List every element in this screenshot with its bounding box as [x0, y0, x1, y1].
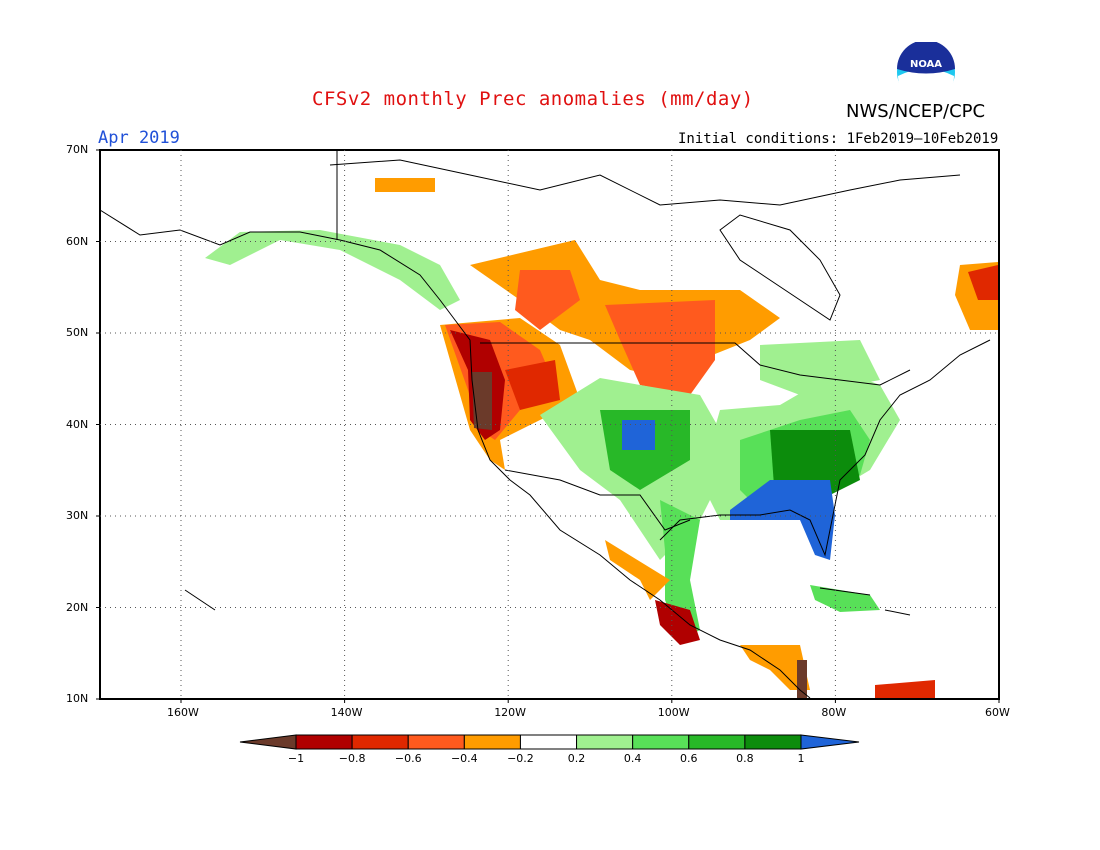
colorbar-box: [463, 734, 521, 750]
map-title: CFSv2 monthly Prec anomalies (mm/day): [312, 88, 754, 110]
anomaly-plains-blue: [622, 420, 655, 450]
lon-label: 140W: [330, 706, 363, 719]
anomaly-centralamerica-orange: [740, 645, 810, 690]
colorbar-box: [576, 734, 634, 750]
colorbar-arrow-high: [800, 734, 860, 750]
valid-month-label: Apr 2019: [98, 128, 180, 148]
anomaly-mexico-red: [655, 600, 700, 645]
colorbar-box: [351, 734, 409, 750]
initial-conditions-label: Initial conditions: 1Feb2019–10Feb2019: [678, 131, 999, 147]
anomaly-venezuela-red: [875, 680, 935, 698]
colorbar-box: [688, 734, 746, 750]
anomaly-cuba-green: [810, 585, 880, 612]
lon-label: 120W: [494, 706, 527, 719]
anomaly-southeast-blue: [730, 480, 835, 560]
colorbar-box: [632, 734, 690, 750]
colorbar-tick-label: −1: [287, 752, 305, 765]
lat-label: 40N: [66, 417, 89, 431]
noaa-logo-icon: NOAA: [897, 42, 955, 102]
lon-label: 60W: [985, 706, 1010, 719]
anomaly-prairies-redorange: [605, 300, 715, 395]
organization-label: NWS/NCEP/CPC: [846, 101, 986, 122]
colorbar-tick-label: −0.4: [450, 752, 478, 765]
north-america-coast: [99, 209, 811, 699]
us-mexico-border: [504, 469, 691, 531]
gulf-coast: [659, 339, 991, 557]
lon-label: 100W: [657, 706, 690, 719]
colorbar-tick-label: −0.6: [394, 752, 422, 765]
colorbar-tick-label: −0.8: [338, 752, 366, 765]
hudson-bay: [719, 214, 841, 321]
anomaly-arctic-orange: [375, 178, 435, 192]
anomaly-mexico-orange: [605, 540, 670, 600]
arctic-coast: [329, 159, 961, 206]
anomaly-fields: [205, 178, 998, 698]
colorbar-box: [744, 734, 802, 750]
anomaly-labrador-red: [968, 265, 998, 300]
colorbar: [239, 734, 860, 750]
lon-label: 160W: [167, 706, 199, 719]
anomaly-pnw-brown: [472, 372, 492, 430]
axis-ticks: [96, 149, 1000, 703]
coastlines: [99, 150, 991, 699]
colorbar-tick-label: 0.8: [736, 752, 754, 765]
colorbar-tick-label: 0.6: [680, 752, 698, 765]
lat-label: 30N: [66, 509, 89, 522]
lat-label: 70N: [66, 143, 89, 156]
lat-label: 20N: [66, 600, 89, 614]
lat-label: 60N: [66, 234, 89, 248]
caribbean-islands: [819, 587, 911, 616]
noaa-logo-text: NOAA: [910, 59, 942, 70]
colorbar-tick-label: 1: [797, 752, 805, 765]
anomaly-idaho-red: [505, 360, 560, 410]
colorbar-tick-label: −0.2: [507, 752, 534, 765]
anomaly-alaska-lightgreen: [205, 230, 460, 310]
hawaii: [184, 589, 216, 611]
colorbar-box: [407, 734, 465, 750]
anomaly-canada-redorange: [515, 270, 580, 330]
us-canada-border: [480, 342, 911, 386]
lat-label: 50N: [66, 326, 89, 339]
colorbar-tick-label: 0.4: [623, 752, 642, 765]
colorbar-tick-label: 0.2: [567, 752, 586, 765]
colorbar-box: [519, 734, 578, 750]
lat-label: 10N: [66, 692, 89, 705]
lon-label: 80W: [821, 706, 847, 719]
colorbar-box: [295, 734, 353, 750]
colorbar-arrow-low: [239, 734, 297, 750]
anomaly-centralamerica-brown: [797, 660, 807, 698]
